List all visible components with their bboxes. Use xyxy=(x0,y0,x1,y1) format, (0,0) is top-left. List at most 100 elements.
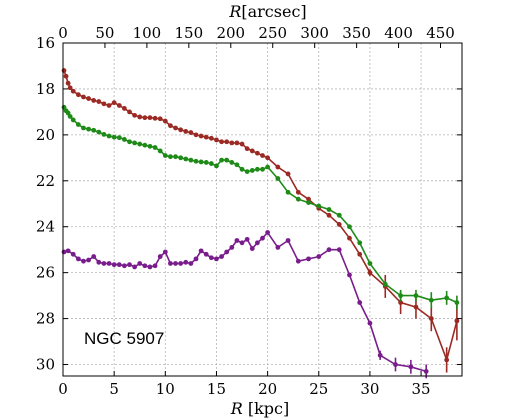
data-point xyxy=(67,85,73,91)
data-point xyxy=(260,235,265,241)
data-point xyxy=(86,126,91,132)
axis-title-symbol: R xyxy=(230,399,243,418)
data-point xyxy=(229,244,235,250)
data-point xyxy=(367,261,373,266)
top-tick-label: 200 xyxy=(216,24,245,42)
data-point xyxy=(65,248,71,254)
series-1 xyxy=(61,68,460,373)
data-point xyxy=(137,114,143,120)
data-point xyxy=(347,235,352,241)
plot-frame xyxy=(62,42,463,377)
x-tick-label: 35 xyxy=(412,380,431,398)
data-point xyxy=(70,88,76,94)
data-point xyxy=(423,369,429,374)
data-point xyxy=(347,272,352,278)
data-point xyxy=(168,154,173,160)
data-point xyxy=(106,261,112,266)
data-point xyxy=(162,249,168,255)
data-point xyxy=(239,166,245,172)
data-point xyxy=(86,257,91,263)
data-point xyxy=(214,137,219,143)
data-point xyxy=(132,140,138,146)
data-point xyxy=(183,129,189,134)
data-point xyxy=(219,157,224,163)
data-point xyxy=(65,80,71,86)
data-point xyxy=(75,256,81,262)
data-point xyxy=(224,139,230,145)
data-point xyxy=(183,156,189,162)
top-tick-label: 350 xyxy=(342,24,371,42)
data-point xyxy=(96,99,102,104)
x-tick-label: 15 xyxy=(207,380,226,398)
data-point xyxy=(67,114,73,119)
data-point xyxy=(208,255,214,261)
data-point xyxy=(208,135,214,141)
axis-title-unit: [arcsec] xyxy=(241,2,306,21)
data-point xyxy=(224,249,230,255)
data-point xyxy=(249,148,255,154)
data-point xyxy=(229,140,235,146)
data-point xyxy=(413,293,419,299)
data-point xyxy=(116,262,122,268)
data-point xyxy=(203,134,209,140)
data-point xyxy=(75,92,81,98)
data-point xyxy=(127,109,132,115)
x-tick-label: 25 xyxy=(309,380,328,398)
data-point xyxy=(91,254,97,259)
data-point xyxy=(208,161,214,166)
data-point xyxy=(316,203,322,209)
data-point xyxy=(142,115,148,121)
data-point xyxy=(398,293,404,299)
data-point xyxy=(193,256,199,262)
series-layer xyxy=(61,68,460,379)
data-point xyxy=(61,249,67,255)
series-3 xyxy=(61,230,429,379)
data-point xyxy=(162,118,168,124)
data-point xyxy=(285,238,291,243)
data-point xyxy=(265,155,271,161)
data-point xyxy=(254,240,260,246)
data-point xyxy=(244,169,250,175)
data-point xyxy=(152,263,158,269)
data-point xyxy=(111,100,117,106)
data-point xyxy=(81,94,86,100)
data-point xyxy=(173,154,178,160)
data-point xyxy=(91,98,97,103)
data-point xyxy=(326,212,332,218)
x-tick-label: 20 xyxy=(258,380,277,398)
data-point xyxy=(193,132,199,138)
top-tick-label: 300 xyxy=(300,24,329,42)
data-point xyxy=(188,157,194,163)
data-point xyxy=(168,123,173,129)
data-point xyxy=(295,258,301,264)
data-point xyxy=(183,259,189,265)
data-point xyxy=(265,164,271,170)
top-tick-label: 450 xyxy=(426,24,455,42)
data-point xyxy=(214,163,219,169)
data-point xyxy=(295,196,301,202)
data-point xyxy=(137,261,143,266)
data-point xyxy=(285,189,291,195)
data-point xyxy=(249,168,255,173)
data-point xyxy=(96,259,102,265)
data-point xyxy=(306,200,311,206)
data-point xyxy=(142,263,148,269)
x-tick-label: 10 xyxy=(156,380,175,398)
axis-title-symbol: R xyxy=(228,2,241,21)
data-point xyxy=(198,248,204,254)
data-point xyxy=(234,140,240,146)
y-tick-label: 30 xyxy=(36,356,55,374)
data-point xyxy=(116,135,122,141)
axis-title-unit: [kpc] xyxy=(243,399,289,418)
data-point xyxy=(454,318,460,324)
data-point xyxy=(367,320,373,326)
data-point xyxy=(234,162,240,168)
data-point xyxy=(260,153,265,158)
top-axis-title: R[arcsec] xyxy=(228,2,306,21)
data-point xyxy=(444,357,450,363)
data-point xyxy=(63,73,69,79)
data-point xyxy=(121,263,127,269)
data-point xyxy=(306,196,311,202)
data-point xyxy=(234,238,240,243)
